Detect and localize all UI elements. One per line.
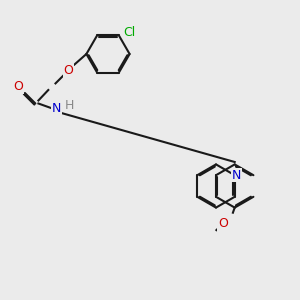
Text: O: O — [14, 80, 23, 94]
Text: N: N — [232, 169, 241, 182]
Text: H: H — [64, 98, 74, 112]
Text: O: O — [218, 217, 228, 230]
Text: O: O — [64, 64, 73, 77]
Text: Cl: Cl — [123, 26, 136, 39]
Text: N: N — [52, 101, 61, 115]
